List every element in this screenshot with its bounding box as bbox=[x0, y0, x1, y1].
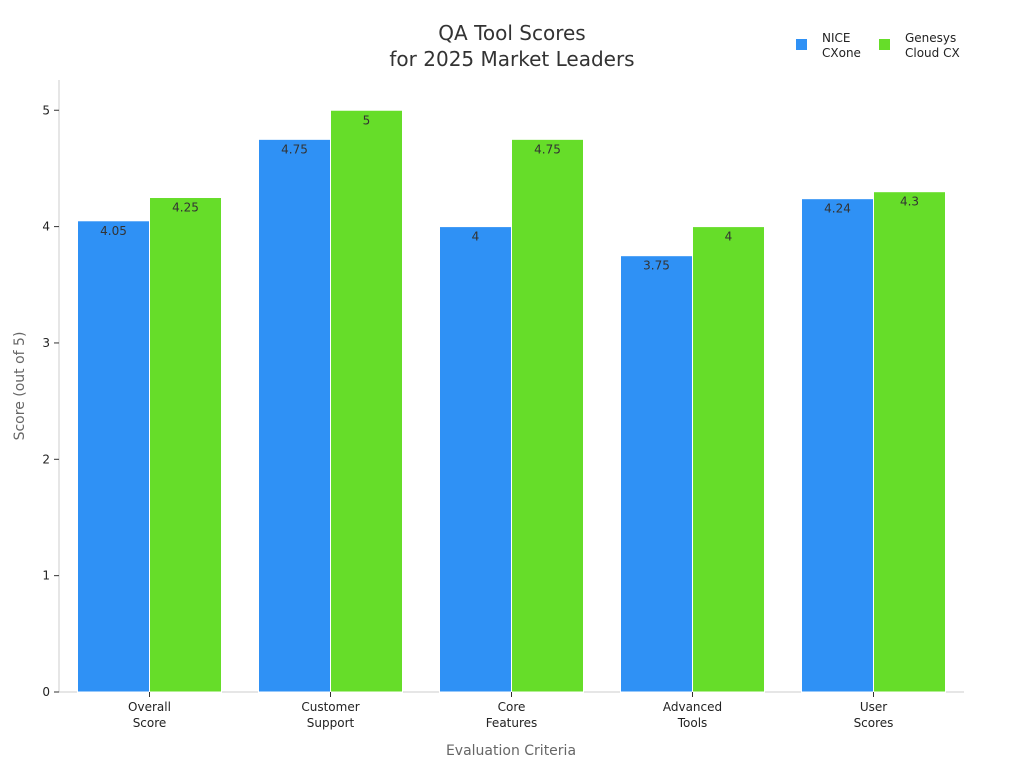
bar-series-0-category-3 bbox=[620, 255, 693, 693]
bar-series-1-category-1 bbox=[330, 109, 403, 693]
x-tick-label: Advanced bbox=[663, 700, 722, 714]
y-tick-label: 2 bbox=[42, 452, 50, 466]
x-tick-label: Features bbox=[486, 716, 538, 730]
data-label-series-1-category-2: 4.75 bbox=[534, 142, 561, 156]
y-tick-label: 0 bbox=[42, 685, 50, 699]
data-label-series-1-category-3: 4 bbox=[725, 230, 733, 244]
y-tick-label: 5 bbox=[42, 103, 50, 117]
x-tick-label: Score bbox=[133, 716, 167, 730]
bar-series-1-category-2 bbox=[511, 138, 584, 693]
x-tick-label: Scores bbox=[854, 716, 894, 730]
data-label-series-0-category-4: 4.24 bbox=[824, 202, 851, 216]
data-label-series-1-category-1: 5 bbox=[363, 113, 371, 127]
data-label-series-0-category-1: 4.75 bbox=[281, 142, 308, 156]
y-tick-label: 1 bbox=[42, 569, 50, 583]
legend-swatch-series-1 bbox=[879, 39, 890, 50]
x-tick-label: Tools bbox=[677, 716, 708, 730]
legend-swatch-series-0 bbox=[796, 39, 807, 50]
y-axis-title: Score (out of 5) bbox=[12, 332, 28, 441]
legend-label-series-1: Genesys bbox=[905, 31, 956, 45]
data-label-series-0-category-2: 4 bbox=[472, 230, 480, 244]
x-tick-label: Customer bbox=[301, 700, 359, 714]
bar-series-0-category-1 bbox=[258, 138, 331, 693]
legend-label-series-0: NICE bbox=[822, 31, 850, 45]
x-tick-label: Overall bbox=[128, 700, 171, 714]
bar-series-1-category-4 bbox=[873, 191, 946, 693]
bar-series-1-category-3 bbox=[692, 226, 765, 693]
data-label-series-0-category-3: 3.75 bbox=[643, 259, 670, 273]
y-tick-label: 3 bbox=[42, 336, 50, 350]
chart-title-line-1: QA Tool Scores bbox=[438, 21, 585, 45]
legend-label-series-0: CXone bbox=[822, 46, 861, 60]
data-label-series-0-category-0: 4.05 bbox=[100, 224, 127, 238]
x-tick-label: User bbox=[860, 700, 887, 714]
bar-series-1-category-0 bbox=[149, 197, 222, 693]
bar-series-0-category-0 bbox=[77, 220, 150, 693]
x-tick-label: Core bbox=[498, 700, 526, 714]
x-tick-label: Support bbox=[307, 716, 355, 730]
data-label-series-1-category-4: 4.3 bbox=[900, 195, 919, 209]
bar-series-0-category-4 bbox=[801, 198, 874, 693]
legend-label-series-1: Cloud CX bbox=[905, 46, 960, 60]
data-label-series-1-category-0: 4.25 bbox=[172, 201, 199, 215]
y-tick-label: 4 bbox=[42, 220, 50, 234]
x-axis-title: Evaluation Criteria bbox=[446, 743, 576, 759]
chart-title-line-2: for 2025 Market Leaders bbox=[389, 47, 634, 71]
bar-series-0-category-2 bbox=[439, 226, 512, 693]
